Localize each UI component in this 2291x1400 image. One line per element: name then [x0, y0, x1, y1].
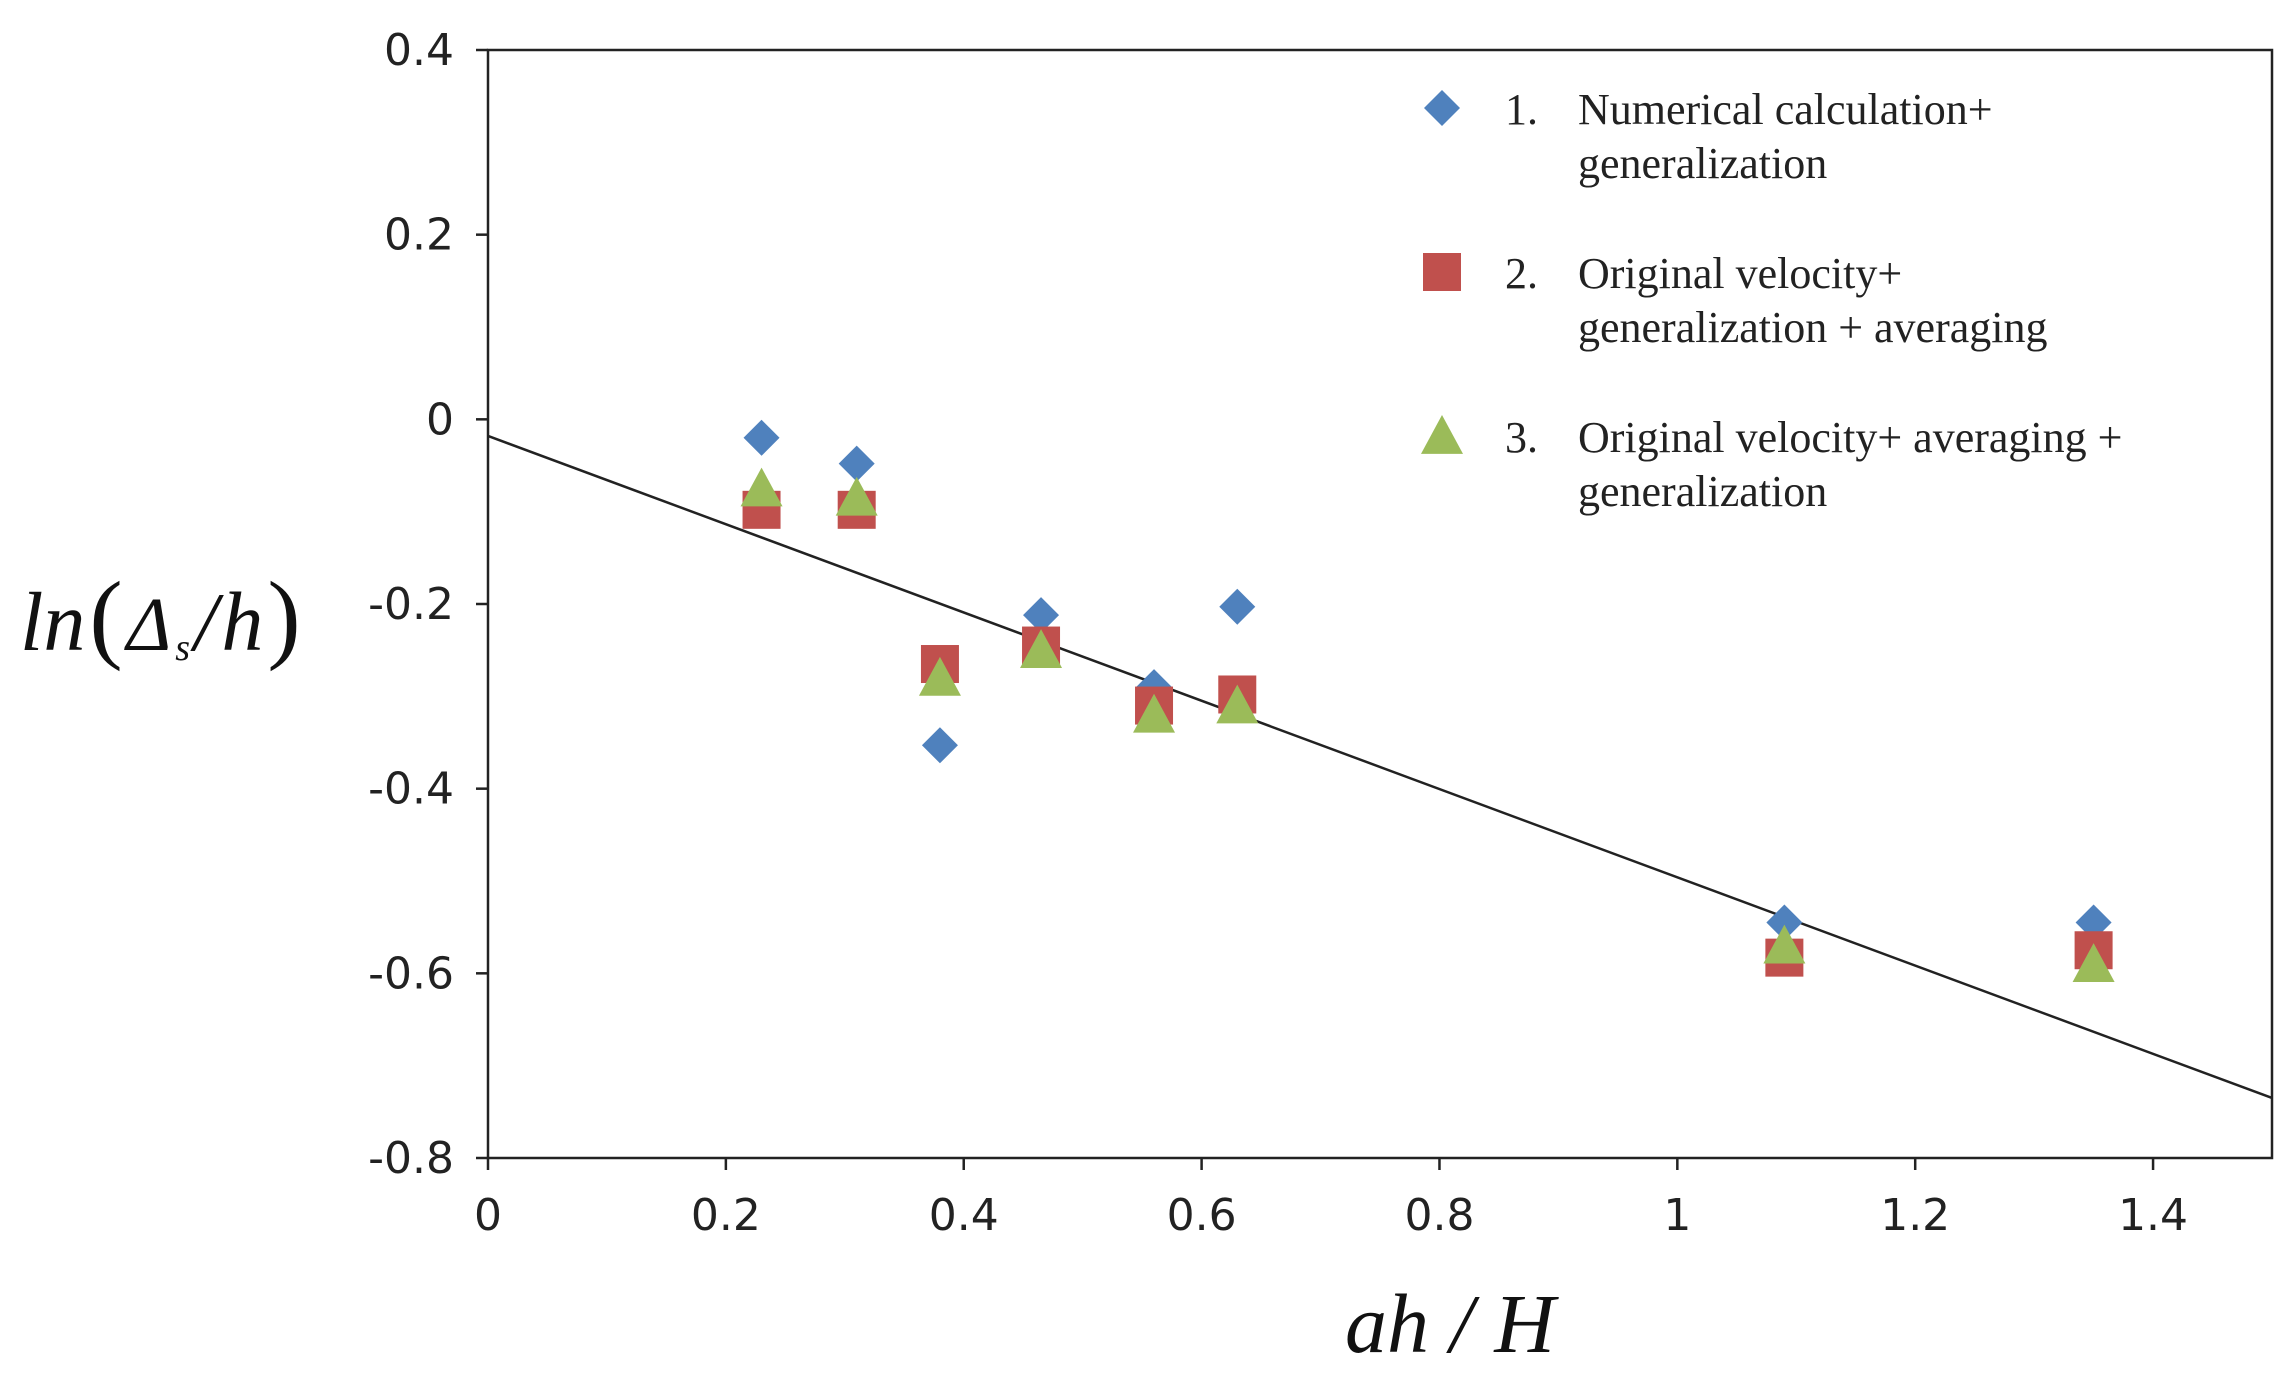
legend-label-1: Numerical calculation+	[1578, 85, 1993, 134]
numerical-calculation-point	[743, 419, 780, 456]
original-velocity-averaging-generalization-point	[2072, 943, 2115, 982]
x-axis-label: ah / H	[1345, 1278, 1559, 1371]
legend-label-3: generalization	[1578, 467, 1827, 516]
x-tick-label: 0.6	[1167, 1190, 1237, 1241]
numerical-calculation-point	[1023, 597, 1060, 634]
x-label-H: H	[1493, 1278, 1559, 1371]
y-tick-label: 0	[426, 394, 454, 445]
legend-number-2: 2.	[1505, 249, 1538, 298]
x-label-slash: /	[1446, 1278, 1480, 1371]
numerical-calculation-point	[921, 727, 958, 764]
y-label-subscript: s	[175, 627, 190, 669]
y-label-delta: Δ	[124, 583, 172, 667]
original-velocity-averaging-generalization-point	[1020, 629, 1063, 669]
trendline	[487, 434, 2273, 1100]
legend-number-3: 3.	[1505, 413, 1538, 462]
legend-label-1: generalization	[1578, 139, 1827, 188]
legend-label-2: generalization + averaging	[1578, 303, 2047, 352]
data-points	[740, 419, 2115, 982]
x-tick-label: 1.2	[1880, 1190, 1950, 1241]
x-axis: 0 0.2 0.4 0.6 0.8 1 1.2 1.4	[474, 1158, 2188, 1241]
x-label-ah: ah	[1345, 1278, 1429, 1371]
legend-marker-2	[1423, 253, 1461, 291]
numerical-calculation-point	[1219, 588, 1256, 625]
numerical-calculation-point	[1766, 904, 1803, 941]
y-tick-label: 0.2	[384, 210, 454, 261]
y-label-open-paren: (	[89, 561, 122, 672]
legend-label-2: Original velocity+	[1578, 249, 1902, 298]
y-tick-label: -0.8	[368, 1133, 454, 1184]
y-tick-label: 0.4	[384, 25, 454, 76]
y-axis-label: ln ( Δ s / h )	[20, 561, 301, 672]
x-tick-label: 1.4	[2118, 1190, 2188, 1241]
original-velocity-averaging-generalization-point	[835, 476, 878, 516]
original-velocity-averaging-generalization-point	[1763, 924, 1806, 964]
y-label-close-paren: )	[267, 561, 300, 672]
x-tick-label: 0.4	[929, 1190, 999, 1241]
y-label-fn: ln	[20, 576, 85, 669]
x-tick-label: 0.8	[1404, 1190, 1474, 1241]
y-tick-label: -0.4	[368, 764, 454, 815]
y-tick-label: -0.6	[368, 948, 454, 999]
legend-label-3: Original velocity+ averaging +	[1578, 413, 2122, 462]
x-tick-label: 0	[474, 1190, 502, 1241]
x-tick-label: 1	[1663, 1190, 1691, 1241]
legend-marker-1	[1424, 90, 1460, 126]
original-velocity-averaging-generalization-point	[740, 467, 783, 507]
original-velocity-averaging-generalization-point	[1216, 684, 1259, 724]
legend: 1. Numerical calculation+ generalization 2.…	[1421, 85, 2122, 516]
plot-area	[486, 48, 2274, 1160]
y-tick-label: -0.2	[368, 579, 454, 630]
legend-marker-3	[1421, 415, 1463, 454]
original-velocity-averaging-generalization-point	[1133, 693, 1176, 733]
x-tick-label: 0.2	[691, 1190, 761, 1241]
y-label-slash: /	[190, 576, 224, 669]
legend-number-1: 1.	[1505, 85, 1538, 134]
y-label-h: h	[221, 576, 263, 669]
original-velocity-averaging-generalization-point	[918, 656, 961, 696]
numerical-calculation-point	[838, 445, 875, 482]
y-axis: 0.4 0.2 0 -0.2 -0.4 -0.6 -0.8	[368, 25, 488, 1184]
